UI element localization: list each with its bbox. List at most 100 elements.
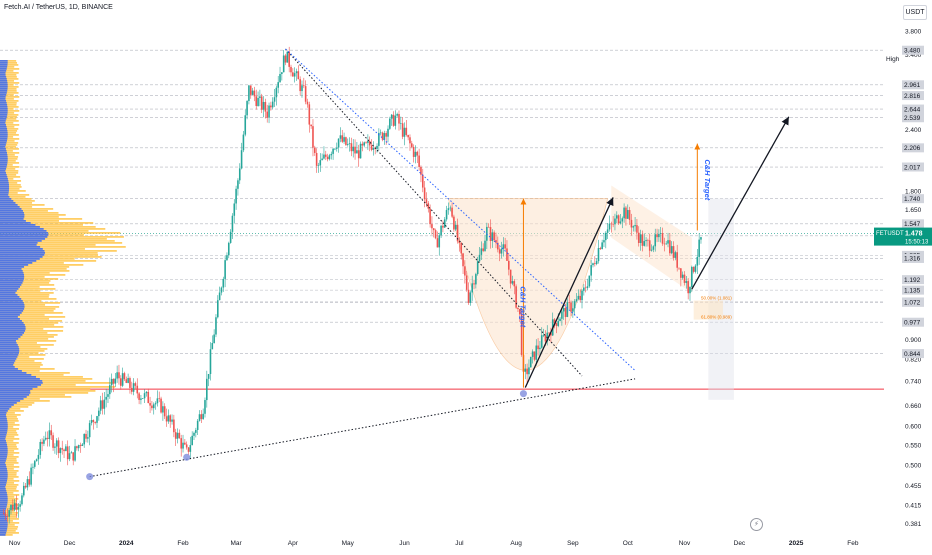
profile-bar-blue — [0, 492, 7, 494]
candle-body — [691, 266, 693, 287]
profile-bar-yellow — [0, 490, 19, 492]
profile-bar-yellow — [0, 504, 19, 506]
candle-body — [508, 260, 510, 270]
profile-bar-blue — [0, 92, 7, 94]
y-tick-label: 0.660 — [905, 403, 922, 410]
candle-body — [240, 150, 243, 169]
profile-bar-blue — [0, 342, 17, 344]
candle-body — [416, 151, 419, 156]
level-tag-bg — [902, 113, 924, 123]
candle-body — [586, 286, 589, 289]
profile-bar-blue — [0, 100, 7, 102]
candle-body — [566, 302, 569, 317]
symbol-title[interactable]: Fetch.AI / TetherUS, 1D, BINANCE — [4, 4, 113, 11]
candle-body — [465, 275, 468, 290]
profile-bar-blue — [0, 194, 9, 196]
profile-bar-blue — [0, 474, 8, 476]
candle-body — [163, 406, 166, 417]
profile-bar-blue — [0, 202, 16, 204]
y-tick-label: 0.820 — [905, 357, 922, 364]
x-tick-label: Dec — [64, 540, 76, 547]
profile-bar-yellow — [0, 210, 48, 212]
profile-bar-blue — [0, 134, 8, 136]
profile-bar-yellow — [0, 146, 16, 148]
profile-bar-blue — [0, 426, 8, 428]
profile-bar-blue — [0, 506, 7, 508]
profile-bar-yellow — [0, 142, 19, 144]
candle-body — [94, 421, 96, 423]
candle-body — [88, 423, 91, 438]
high-label: High — [886, 56, 900, 63]
profile-bar-yellow — [0, 482, 15, 484]
candle-body — [394, 115, 397, 126]
candle-body — [330, 153, 333, 156]
candle-body — [606, 229, 609, 233]
candle-body — [266, 111, 269, 118]
candle-body — [544, 335, 547, 342]
profile-bar-blue — [0, 176, 8, 178]
profile-bar-blue — [0, 388, 33, 390]
profile-bar-blue — [0, 516, 7, 518]
candle-body — [308, 104, 311, 125]
profile-bar-blue — [0, 152, 7, 154]
profile-bar-blue — [0, 280, 24, 282]
candle-body — [411, 143, 413, 147]
profile-bar-yellow — [0, 322, 59, 324]
profile-bar-blue — [0, 328, 26, 330]
profile-bar-blue — [0, 518, 8, 520]
candle-body — [502, 244, 505, 249]
candle-body — [561, 311, 563, 319]
candle-body — [427, 203, 430, 209]
profile-bar-blue — [0, 380, 43, 382]
profile-bar-blue — [0, 244, 37, 246]
candle-body — [676, 252, 678, 268]
y-tick-label: 0.381 — [905, 521, 922, 528]
candle-body — [350, 143, 353, 152]
profile-bar-blue — [0, 104, 8, 106]
profile-bar-yellow — [0, 170, 19, 172]
profile-bar-blue — [0, 410, 8, 412]
candle-body — [535, 345, 538, 360]
profile-bar-yellow — [0, 306, 60, 308]
candle-body — [79, 445, 82, 447]
profile-bar-blue — [0, 420, 8, 422]
profile-bar-yellow — [0, 232, 121, 234]
candle-body — [659, 233, 662, 234]
profile-bar-yellow — [0, 522, 20, 524]
currency-button[interactable]: USDT — [903, 5, 927, 20]
candle-body — [171, 419, 173, 422]
profile-bar-yellow — [0, 100, 19, 102]
profile-bar-yellow — [0, 534, 13, 536]
candle-body — [641, 234, 644, 246]
candle-body — [442, 225, 444, 228]
candle-body — [555, 323, 558, 326]
lightning-icon[interactable]: ⚡ — [750, 518, 763, 531]
candle-body — [92, 420, 95, 422]
candle-body — [313, 147, 316, 153]
profile-bar-yellow — [0, 162, 20, 164]
candle-body — [145, 391, 148, 394]
profile-bar-yellow — [0, 320, 63, 322]
breakout-arrow — [524, 197, 614, 388]
candle-body — [184, 442, 186, 445]
level-tag-label: 1.316 — [904, 256, 921, 263]
profile-bar-blue — [0, 74, 6, 76]
profile-bar-yellow — [0, 88, 17, 90]
profile-bar-yellow — [0, 102, 17, 104]
candle-body — [572, 308, 574, 312]
level-tag-bg — [902, 194, 924, 204]
profile-bar-blue — [0, 228, 44, 230]
candle-body — [648, 240, 651, 251]
candle-body — [193, 432, 195, 436]
candle-body — [458, 241, 461, 244]
blue-trendline — [285, 48, 636, 371]
profile-bar-blue — [0, 304, 25, 306]
profile-bar-blue — [0, 292, 16, 294]
candle-body — [498, 249, 501, 254]
profile-bar-blue — [0, 138, 8, 140]
candle-body — [420, 166, 422, 175]
profile-bar-yellow — [0, 98, 14, 100]
level-tag-bg — [902, 253, 924, 263]
profile-bar-blue — [0, 440, 6, 442]
profile-bar-yellow — [0, 260, 97, 262]
